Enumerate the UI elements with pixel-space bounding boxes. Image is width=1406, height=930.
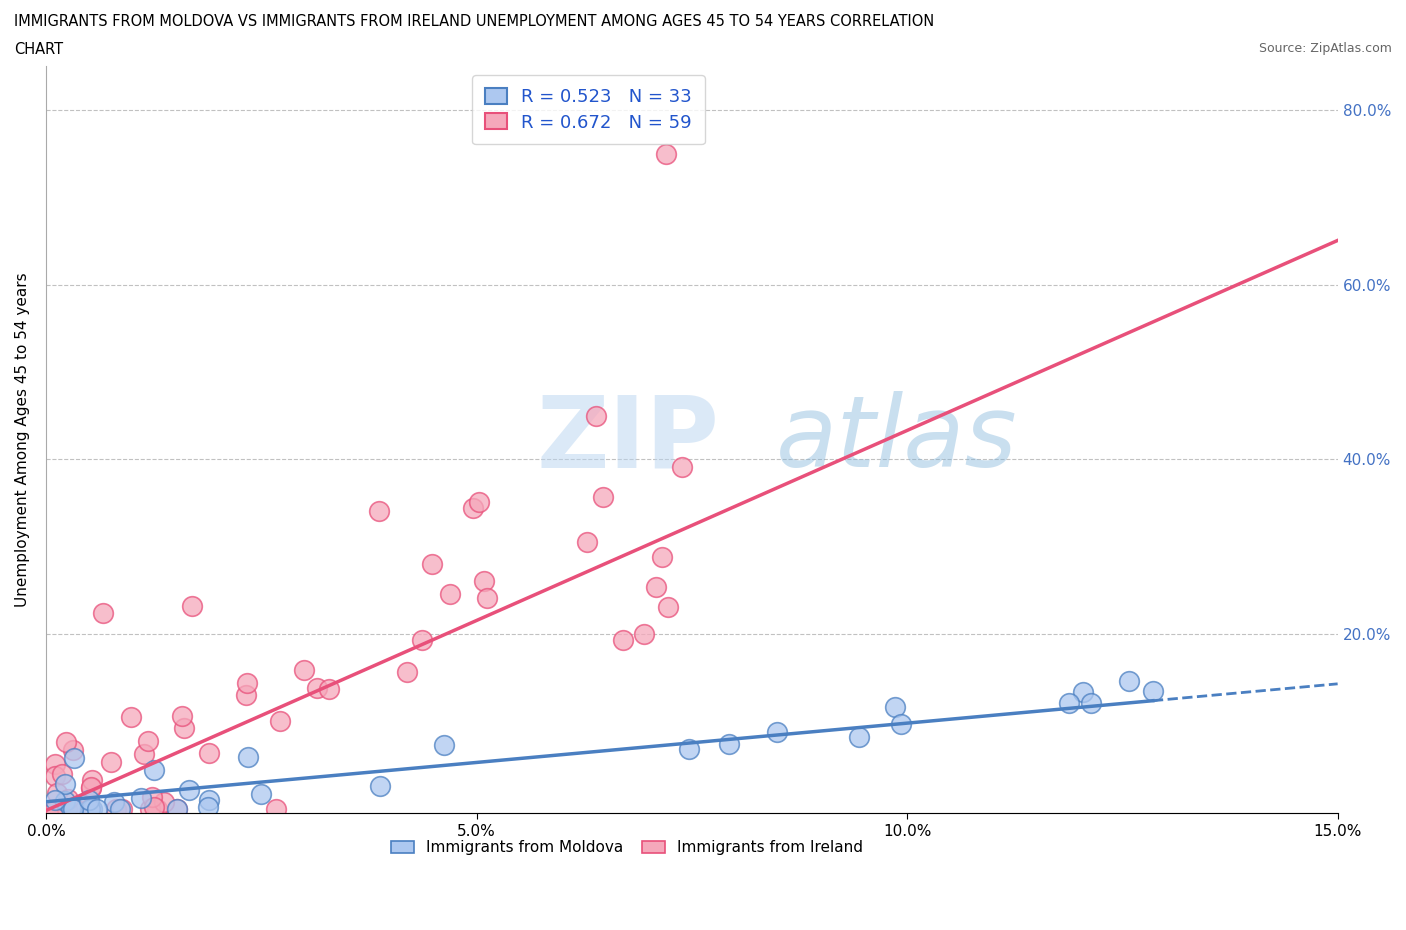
Point	[166, 802, 188, 817]
Point	[468, 495, 491, 510]
Point	[44, 802, 66, 817]
Text: Source: ZipAtlas.com: Source: ZipAtlas.com	[1258, 42, 1392, 55]
Point	[105, 802, 128, 817]
Point	[1057, 696, 1080, 711]
Point	[103, 794, 125, 809]
Point	[152, 795, 174, 810]
Point	[79, 802, 101, 817]
Point	[718, 737, 741, 751]
Point	[235, 688, 257, 703]
Point	[180, 599, 202, 614]
Point	[585, 408, 607, 423]
Point	[198, 792, 221, 807]
Point	[166, 802, 188, 817]
Point	[120, 710, 142, 724]
Point	[79, 779, 101, 794]
Point	[890, 716, 912, 731]
Point	[58, 791, 80, 806]
Point	[238, 750, 260, 764]
Point	[1142, 684, 1164, 698]
Point	[138, 802, 160, 817]
Point	[141, 790, 163, 804]
Point	[44, 802, 66, 817]
Legend: Immigrants from Moldova, Immigrants from Ireland: Immigrants from Moldova, Immigrants from…	[385, 834, 869, 861]
Point	[433, 737, 456, 752]
Point	[44, 792, 66, 807]
Text: ZIP: ZIP	[537, 392, 720, 488]
Point	[44, 802, 66, 817]
Point	[108, 802, 131, 817]
Point	[100, 754, 122, 769]
Point	[198, 746, 221, 761]
Point	[472, 573, 495, 588]
Point	[136, 734, 159, 749]
Point	[44, 756, 66, 771]
Text: atlas: atlas	[776, 392, 1018, 488]
Point	[395, 664, 418, 679]
Point	[77, 802, 100, 817]
Point	[411, 633, 433, 648]
Point	[62, 751, 84, 765]
Point	[1080, 696, 1102, 711]
Point	[80, 773, 103, 788]
Point	[53, 777, 76, 791]
Point	[44, 768, 66, 783]
Point	[51, 766, 73, 781]
Point	[62, 802, 84, 817]
Text: CHART: CHART	[14, 42, 63, 57]
Point	[575, 535, 598, 550]
Point	[461, 500, 484, 515]
Point	[269, 713, 291, 728]
Point	[305, 681, 328, 696]
Point	[86, 802, 108, 817]
Point	[367, 504, 389, 519]
Y-axis label: Unemployment Among Ages 45 to 54 years: Unemployment Among Ages 45 to 54 years	[15, 272, 30, 607]
Point	[651, 550, 673, 565]
Point	[612, 632, 634, 647]
Point	[132, 747, 155, 762]
Point	[655, 146, 678, 161]
Text: IMMIGRANTS FROM MOLDOVA VS IMMIGRANTS FROM IRELAND UNEMPLOYMENT AMONG AGES 45 TO: IMMIGRANTS FROM MOLDOVA VS IMMIGRANTS FR…	[14, 14, 935, 29]
Point	[420, 556, 443, 571]
Point	[848, 730, 870, 745]
Point	[678, 741, 700, 756]
Point	[59, 800, 82, 815]
Point	[80, 780, 103, 795]
Point	[1071, 684, 1094, 699]
Point	[249, 787, 271, 802]
Point	[111, 802, 134, 817]
Point	[644, 580, 666, 595]
Point	[173, 721, 195, 736]
Point	[46, 786, 69, 801]
Point	[671, 459, 693, 474]
Point	[477, 591, 499, 605]
Point	[62, 743, 84, 758]
Point	[197, 800, 219, 815]
Point	[657, 599, 679, 614]
Point	[172, 709, 194, 724]
Point	[264, 802, 287, 817]
Point	[77, 792, 100, 807]
Point	[82, 802, 104, 817]
Point	[143, 800, 166, 815]
Point	[236, 675, 259, 690]
Point	[55, 735, 77, 750]
Point	[439, 587, 461, 602]
Point	[56, 802, 79, 817]
Point	[766, 724, 789, 739]
Point	[143, 763, 166, 777]
Point	[63, 802, 86, 817]
Point	[129, 790, 152, 805]
Point	[633, 626, 655, 641]
Point	[370, 778, 392, 793]
Point	[1118, 673, 1140, 688]
Point	[53, 794, 76, 809]
Point	[592, 490, 614, 505]
Point	[318, 681, 340, 696]
Point	[145, 802, 167, 817]
Point	[179, 783, 201, 798]
Point	[884, 699, 907, 714]
Point	[292, 663, 315, 678]
Point	[91, 605, 114, 620]
